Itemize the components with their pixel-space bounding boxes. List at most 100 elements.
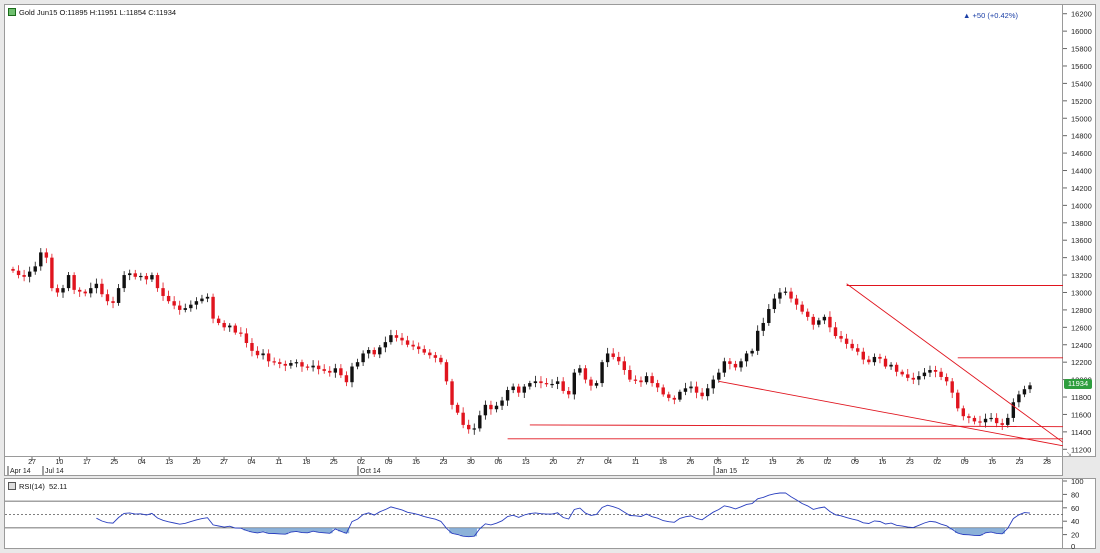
candle-body (567, 390, 571, 395)
candle-body (655, 383, 660, 388)
candle-body (228, 325, 232, 328)
candle-body (289, 363, 293, 366)
candle-body (100, 283, 104, 295)
candle-body (650, 376, 654, 384)
candle-body (27, 271, 32, 277)
rsi-tick-label: 80 (1071, 490, 1079, 499)
candle-body (33, 266, 37, 272)
day-tick-label: 04 (248, 459, 256, 466)
trend-line (718, 380, 1064, 447)
candle-body (239, 332, 243, 334)
candle-body (483, 404, 488, 416)
candle-body (783, 291, 788, 293)
candle-body (683, 388, 688, 392)
trend-line (529, 424, 1064, 428)
candle-body (667, 394, 671, 398)
candle-body (433, 355, 438, 358)
candle-body (956, 392, 960, 409)
candle-body (605, 353, 610, 363)
candle-body (294, 362, 299, 364)
symbol-legend: Gold Jun15 O:11895 H:11951 L:11854 C:119… (8, 8, 176, 17)
candle-body (817, 320, 821, 325)
candle-body (789, 291, 793, 299)
day-tick-label: 23 (906, 459, 914, 466)
candle-body (850, 343, 854, 349)
candle-body (339, 368, 343, 376)
day-tick-label: 20 (193, 459, 201, 466)
price-tick-label: 15000 (1071, 114, 1092, 123)
candle-body (1006, 417, 1010, 425)
candle-body (872, 356, 877, 363)
candle-body (1000, 423, 1004, 425)
candle-body (661, 387, 665, 395)
candle-body (139, 275, 143, 278)
price-chart-svg[interactable] (5, 5, 1064, 458)
candle-body (55, 288, 60, 293)
candle-body (278, 362, 282, 364)
candle-body (389, 335, 393, 343)
candle-body (917, 376, 921, 380)
day-tick-label: 16 (412, 459, 420, 466)
candle-body (105, 294, 110, 302)
day-tick-label: 13 (522, 459, 530, 466)
axis-corner-icon[interactable]: ↘ (1066, 451, 1072, 458)
time-axis[interactable]: 27 10 17 25 04 13 20 27 04 11 18 25 02 09 16 23 30 06 13 20… (4, 457, 1063, 476)
price-tick-label: 11200 (1071, 445, 1091, 454)
candle-body (394, 335, 399, 338)
rsi-axis[interactable]: 20 40 60 80 100 0 (1063, 478, 1096, 550)
candle-body (933, 370, 938, 372)
rsi-chart-svg[interactable] (5, 479, 1064, 550)
price-panel[interactable]: Gold Jun15 O:11895 H:11951 L:11854 C:119… (4, 4, 1064, 458)
candle-body (517, 386, 521, 393)
price-tick-label: 13200 (1071, 271, 1092, 280)
candle-body (928, 370, 932, 373)
up-arrow-icon: ▲ (963, 11, 971, 20)
candle-body (39, 252, 43, 267)
day-tick-label: 20 (549, 459, 557, 466)
candle-body (150, 275, 154, 280)
candle-body (416, 346, 421, 350)
candle-body (161, 288, 165, 296)
candle-body (539, 381, 543, 384)
price-tick-label: 12600 (1071, 323, 1092, 332)
candle-body (617, 356, 621, 362)
candle-body (355, 362, 360, 367)
candle-body (144, 275, 149, 280)
candle-body (72, 275, 76, 290)
candle-body (22, 275, 26, 277)
candle-body (255, 350, 260, 356)
candle-body (744, 353, 749, 362)
price-tick-label: 12800 (1071, 306, 1092, 315)
price-tick-label: 15800 (1071, 45, 1092, 54)
price-tick-label: 13600 (1071, 236, 1092, 245)
candle-body (16, 270, 21, 276)
candle-body (183, 308, 187, 310)
rsi-panel[interactable]: RSI(14) 52.11 (4, 478, 1064, 550)
candle-body (856, 348, 860, 352)
candle-body (961, 408, 966, 417)
day-tick-label: 23 (1016, 459, 1024, 466)
candle-body (705, 388, 710, 397)
candle-body (561, 381, 565, 391)
candle-body (111, 301, 115, 303)
candle-body (411, 344, 415, 347)
day-tick-label: 25 (110, 459, 118, 466)
candle-body (467, 424, 471, 430)
candle-body (211, 296, 215, 319)
candle-body (366, 349, 371, 354)
day-tick-label: 10 (56, 459, 64, 466)
change-label: +50 (+0.42%) (972, 11, 1018, 20)
candle-body (400, 337, 404, 341)
candle-body (867, 359, 871, 363)
candle-body (133, 273, 137, 277)
rsi-tick-label: 20 (1071, 531, 1079, 540)
day-tick-label: 02 (933, 459, 941, 466)
day-tick-label: 19 (769, 459, 777, 466)
day-tick-label: 02 (357, 459, 365, 466)
candle-body (555, 381, 560, 384)
candle-body (194, 301, 199, 305)
candle-body (350, 366, 354, 383)
candle-body (889, 364, 893, 367)
price-axis[interactable]: 1120011400116001180012000122001240012600… (1063, 4, 1096, 457)
day-tick-label: 11 (632, 459, 639, 466)
